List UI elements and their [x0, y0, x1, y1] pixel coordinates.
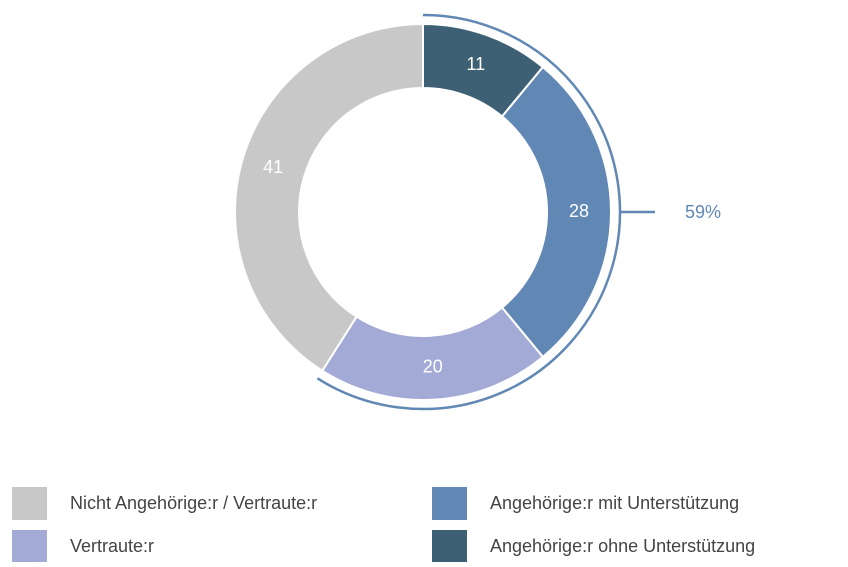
- donut-slice: [234, 22, 424, 373]
- legend-swatch: [12, 530, 47, 563]
- legend-swatch: [432, 487, 467, 520]
- legend-swatch: [12, 487, 47, 520]
- slice-label: 11: [466, 54, 485, 74]
- legend-label: Angehörige:r mit Unterstützung: [490, 493, 739, 513]
- slice-label: 20: [423, 356, 443, 376]
- legend-label: Angehörige:r ohne Unterstützung: [490, 536, 755, 556]
- slice-label: 28: [569, 201, 589, 221]
- legend-swatch: [432, 530, 467, 563]
- legend-label: Nicht Angehörige:r / Vertraute:r: [70, 493, 317, 513]
- legend-label: Vertraute:r: [70, 536, 154, 556]
- annotation-bracket: [316, 13, 622, 411]
- annotation-label: 59%: [685, 202, 721, 222]
- donut-slice: [500, 65, 612, 359]
- donut-slice: [320, 306, 545, 401]
- slice-label: 41: [263, 157, 283, 177]
